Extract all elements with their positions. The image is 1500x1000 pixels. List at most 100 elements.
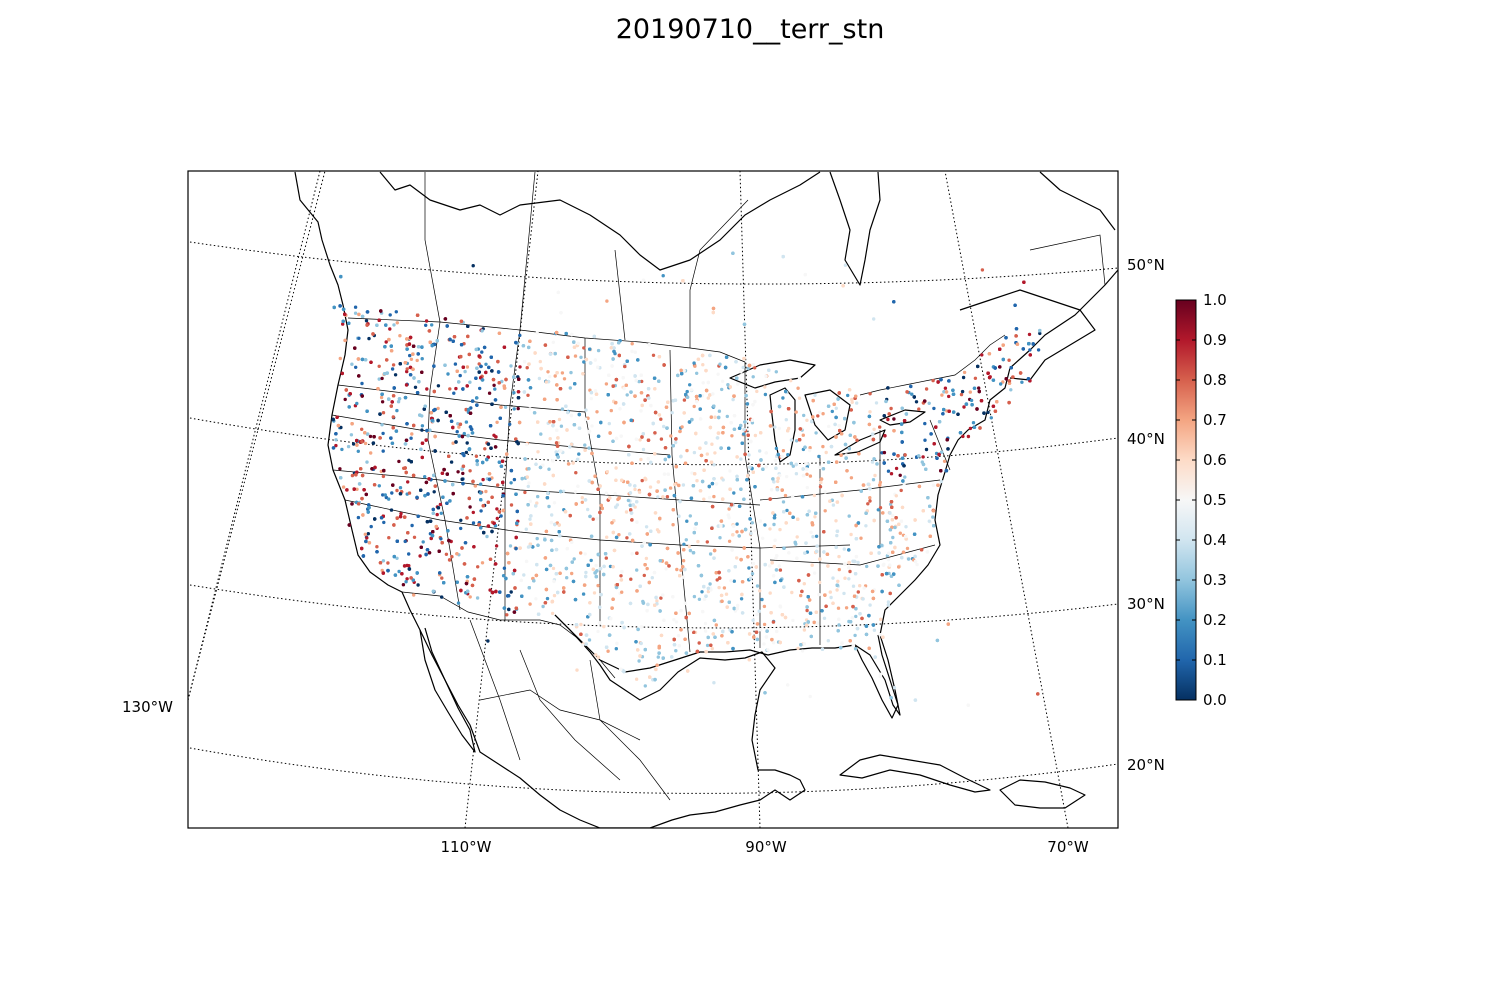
- station-point: [826, 564, 830, 568]
- station-point: [711, 392, 715, 396]
- station-point: [829, 595, 833, 600]
- station-point: [654, 667, 658, 672]
- station-point: [420, 424, 425, 428]
- station-point: [672, 643, 677, 647]
- station-point: [872, 317, 876, 321]
- station-point: [991, 378, 996, 382]
- station-point: [861, 483, 866, 487]
- station-point: [862, 586, 866, 590]
- map-area[interactable]: [188, 171, 1118, 828]
- station-point: [339, 425, 343, 430]
- station-point: [888, 591, 892, 596]
- station-point: [752, 635, 756, 639]
- station-point: [598, 605, 602, 609]
- station-point: [347, 405, 351, 409]
- station-point: [514, 437, 518, 441]
- station-point: [867, 422, 872, 427]
- station-point: [853, 572, 858, 576]
- station-point: [747, 632, 752, 636]
- station-point: [822, 616, 827, 620]
- station-point: [630, 538, 635, 543]
- station-point: [751, 618, 755, 622]
- station-point: [624, 510, 629, 514]
- station-point: [559, 424, 564, 428]
- station-point: [772, 522, 776, 527]
- station-point: [381, 559, 386, 563]
- station-point: [495, 516, 499, 521]
- station-point: [742, 546, 746, 550]
- station-point: [837, 424, 841, 428]
- station-point: [853, 647, 858, 651]
- station-point: [426, 492, 430, 496]
- station-point: [739, 597, 744, 601]
- station-point: [839, 645, 843, 650]
- station-point: [776, 479, 780, 484]
- station-point: [730, 434, 734, 438]
- station-point: [833, 422, 837, 427]
- station-point: [596, 583, 600, 588]
- station-point: [718, 536, 722, 540]
- station-point: [772, 516, 777, 520]
- station-point: [347, 321, 351, 325]
- station-point: [603, 552, 608, 556]
- station-point: [828, 499, 832, 503]
- station-point: [695, 649, 700, 654]
- station-point: [823, 490, 827, 494]
- station-point: [536, 494, 540, 499]
- station-point: [892, 429, 896, 433]
- station-point: [878, 483, 882, 487]
- station-point: [523, 457, 527, 461]
- station-point: [914, 400, 919, 404]
- station-point: [809, 634, 813, 639]
- station-point: [570, 540, 574, 544]
- station-point: [389, 508, 394, 512]
- station-point: [598, 510, 602, 515]
- station-point: [739, 557, 743, 562]
- station-point: [356, 357, 361, 361]
- station-point: [1007, 400, 1011, 405]
- station-point: [614, 535, 619, 540]
- station-point: [672, 493, 677, 498]
- station-point: [696, 539, 700, 544]
- station-point: [630, 552, 634, 556]
- station-point: [837, 617, 841, 621]
- station-point: [853, 559, 857, 564]
- station-point: [380, 568, 384, 573]
- station-point: [361, 554, 366, 558]
- station-point: [889, 472, 894, 476]
- station-point: [388, 327, 392, 331]
- station-point: [854, 554, 859, 559]
- station-point: [642, 541, 646, 545]
- station-point: [470, 431, 475, 435]
- station-point: [408, 365, 413, 370]
- station-point: [367, 541, 372, 545]
- station-point: [1014, 327, 1019, 331]
- station-point: [418, 554, 422, 558]
- station-point: [600, 506, 604, 511]
- station-point: [502, 345, 507, 349]
- station-point: [913, 554, 917, 559]
- station-point: [667, 454, 671, 459]
- station-point: [1011, 375, 1015, 379]
- station-point: [829, 444, 834, 449]
- station-point: [826, 404, 831, 408]
- station-point: [701, 381, 705, 385]
- station-point: [391, 415, 395, 419]
- station-point: [649, 529, 653, 533]
- station-point: [485, 534, 489, 539]
- station-point: [1007, 381, 1012, 385]
- station-point: [581, 592, 586, 596]
- station-point: [704, 368, 708, 373]
- station-point: [728, 385, 732, 389]
- station-point: [714, 571, 718, 575]
- station-point: [898, 473, 902, 477]
- station-point: [596, 348, 601, 353]
- station-point: [900, 440, 904, 444]
- station-point: [725, 414, 729, 419]
- station-point: [894, 466, 899, 471]
- station-point: [882, 450, 887, 455]
- station-point: [451, 482, 455, 487]
- station-point: [687, 611, 691, 616]
- station-point: [904, 525, 908, 529]
- station-point: [1001, 343, 1005, 347]
